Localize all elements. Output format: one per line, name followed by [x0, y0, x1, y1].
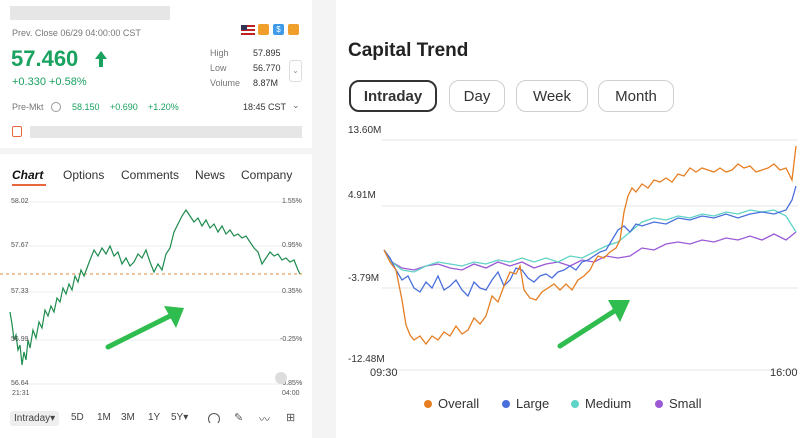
prev-close-label: Prev. Close 06/29 04:00:00 CST — [12, 28, 141, 38]
tab-news[interactable]: News — [195, 168, 226, 182]
y-label-4: -12.48M — [348, 354, 385, 365]
premarket-price: 58.150 — [72, 102, 100, 112]
y-left-5: 56.64 — [11, 380, 29, 387]
legend-dot-large — [502, 399, 510, 408]
indicator-icon[interactable] — [208, 413, 220, 425]
y-right-3: 0.35% — [282, 288, 302, 295]
y-right-4: -0.25% — [280, 336, 303, 343]
legend-medium-label: Medium — [585, 396, 632, 411]
premarket-change: +0.690 — [110, 102, 138, 112]
news-headline-blurred[interactable] — [30, 126, 302, 138]
last-price: 57.460 — [11, 46, 79, 71]
y-right-1: 1.55% — [282, 198, 302, 205]
legend-small-label: Small — [669, 396, 702, 411]
tab-company[interactable]: Company — [241, 168, 293, 182]
tab-week[interactable]: Week — [516, 80, 588, 112]
chevron-down-icon[interactable]: ⌄ — [292, 100, 300, 110]
legend-small: Small — [655, 396, 702, 411]
legend-dot-overall — [424, 399, 432, 408]
capital-trend-chart[interactable] — [336, 0, 808, 438]
legend-medium: Medium — [571, 396, 631, 411]
timeframe-1m[interactable]: 1M — [97, 412, 111, 423]
active-tab-underline — [12, 184, 46, 186]
x-axis-end: 16:00 — [770, 367, 798, 379]
tab-month[interactable]: Month — [598, 80, 674, 112]
reset-zoom-icon[interactable] — [275, 372, 287, 384]
tab-chart[interactable]: Chart — [12, 168, 44, 182]
y-right-2: 0.95% — [282, 242, 302, 249]
x-end: 04:00 — [282, 390, 300, 397]
stock-name-blurred — [10, 6, 170, 20]
tab-day[interactable]: Day — [449, 80, 505, 112]
legend-dot-medium — [571, 399, 579, 408]
capital-trend-title: Capital Trend — [348, 40, 469, 61]
stock-quote-panel: Prev. Close 06/29 04:00:00 CST $ 57.460 … — [0, 0, 312, 438]
volume-label: Volume — [210, 78, 241, 88]
y-label-2: 4.91M — [348, 190, 376, 201]
expand-chevron-icon[interactable]: ⌄ — [289, 60, 302, 82]
legend-dot-small — [655, 399, 663, 408]
us-flag-icon — [241, 25, 255, 35]
green-arrow-annotation-left — [105, 306, 184, 350]
y-left-3: 57.33 — [11, 288, 29, 295]
legend-overall-label: Overall — [438, 396, 480, 411]
draw-pencil-icon[interactable]: ✎ — [234, 412, 244, 424]
premarket-time: 18:45 CST — [243, 102, 287, 112]
y-label-3: -3.79M — [348, 273, 380, 284]
timeframe-5y-label: 5Y — [171, 412, 184, 423]
legend-large: Large — [502, 396, 549, 411]
legend-overall: Overall — [424, 396, 479, 411]
y-left-1: 58.02 — [11, 198, 29, 205]
y-label-1: 13.60M — [348, 125, 382, 136]
high-label: High — [210, 48, 229, 58]
trend-icon[interactable] — [288, 24, 299, 35]
timeframe-5y[interactable]: 5Y▾ — [171, 412, 189, 423]
timeframe-5d[interactable]: 5D — [71, 412, 84, 423]
intraday-price-chart[interactable] — [0, 190, 312, 400]
legend-large-label: Large — [516, 396, 550, 411]
tab-options[interactable]: Options — [63, 168, 105, 182]
timeframe-intraday[interactable]: Intraday▾ — [10, 411, 60, 426]
low-value: 56.770 — [253, 63, 281, 73]
x-axis-start: 09:30 — [370, 367, 398, 379]
grid-settings-icon[interactable]: ⊞ — [286, 412, 296, 424]
series-small — [383, 231, 797, 271]
timeframe-1y[interactable]: 1Y — [148, 412, 161, 423]
x-start: 21:31 — [12, 390, 30, 397]
up-arrow-stem — [99, 59, 103, 67]
price-change: +0.330 +0.58% — [12, 76, 87, 88]
dollar-icon[interactable]: $ — [273, 24, 284, 35]
timeframe-3m[interactable]: 3M — [121, 412, 135, 423]
y-left-2: 57.67 — [11, 242, 29, 249]
series-large — [383, 185, 797, 298]
news-icon[interactable] — [12, 126, 22, 137]
up-arrow-icon — [95, 51, 107, 59]
timeframe-intraday-label: Intraday — [14, 413, 51, 424]
tab-intraday[interactable]: Intraday — [349, 80, 437, 112]
line-style-icon[interactable]: 〰 — [259, 414, 270, 426]
series-overall — [383, 145, 797, 346]
price-line — [9, 208, 301, 366]
premarket-percent: +1.20% — [148, 102, 179, 112]
green-arrow-annotation-right — [557, 300, 630, 349]
y-left-4: 56.99 — [11, 336, 29, 343]
y-right-5: -0.85% — [280, 380, 303, 387]
series-medium — [383, 209, 797, 273]
premarket-label: Pre-Mkt — [12, 102, 44, 112]
low-label: Low — [210, 63, 227, 73]
info-icon[interactable] — [51, 102, 61, 112]
capital-trend-panel — [336, 0, 808, 438]
section-divider — [0, 148, 312, 154]
high-value: 57.895 — [253, 48, 281, 58]
tab-comments[interactable]: Comments — [121, 168, 180, 182]
volume-value: 8.87M — [253, 78, 279, 88]
tag-icon[interactable] — [258, 24, 269, 35]
